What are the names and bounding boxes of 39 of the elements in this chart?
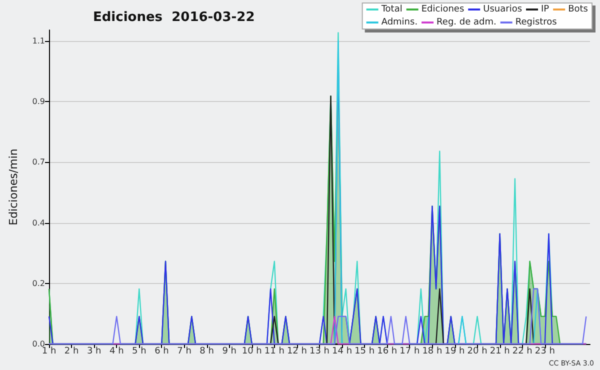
x-tick-label: 3 h	[86, 346, 102, 356]
y-tick-label: 0.4	[32, 218, 45, 228]
x-tick-label: 6 h	[154, 346, 169, 356]
legend-label: Ediciones	[421, 4, 464, 14]
x-tick-label: 15 h	[354, 346, 375, 356]
chart-title: Ediciones 2016-03-22	[93, 10, 255, 25]
x-tick-label: 20 h	[467, 346, 488, 356]
x-tick-label: 10 h	[242, 346, 262, 356]
x-tick-label: 23 h	[534, 346, 555, 356]
x-tick-label: 2 h	[64, 346, 79, 356]
x-tick-label: 5 h	[132, 346, 146, 356]
x-tick-label: 13 h	[309, 346, 330, 356]
legend-label: Admins.	[381, 18, 418, 28]
legend-label: Registros	[515, 18, 558, 28]
x-tick-label: 8 h	[200, 346, 214, 356]
x-tick-label: 18 h	[422, 346, 442, 356]
legend-label: Bots	[568, 4, 588, 14]
x-tick-label: 7 h	[177, 346, 192, 356]
x-tick-label: 14 h	[332, 346, 352, 356]
x-tick-label: 17 h	[400, 346, 420, 356]
legend-label: Reg. de adm.	[436, 18, 496, 28]
x-tick-label: 11 h	[264, 346, 284, 356]
y-tick-label: 0.0	[32, 340, 45, 348]
y-tick-label: 0.7	[32, 158, 45, 167]
legend-label: IP	[541, 4, 550, 14]
y-axis-title: Ediciones/min	[7, 148, 20, 226]
x-tick-label: 1 h	[42, 346, 56, 356]
x-tick-label: 21 h	[490, 346, 510, 356]
x-tick-label: 12 h	[286, 346, 307, 356]
x-tick-label: 9 h	[222, 346, 236, 356]
y-tick-label: 0.2	[32, 278, 45, 288]
y-tick-label: 1.1	[32, 36, 45, 46]
legend-label: Usuarios	[483, 4, 522, 14]
y-tick-label: 0.9	[32, 97, 45, 106]
x-tick-label: 22 h	[512, 346, 532, 356]
x-tick-label: 19 h	[444, 346, 465, 356]
x-tick-label: 4 h	[109, 346, 124, 356]
legend-label: Total	[380, 4, 402, 14]
x-tick-label: 16 h	[377, 346, 398, 356]
